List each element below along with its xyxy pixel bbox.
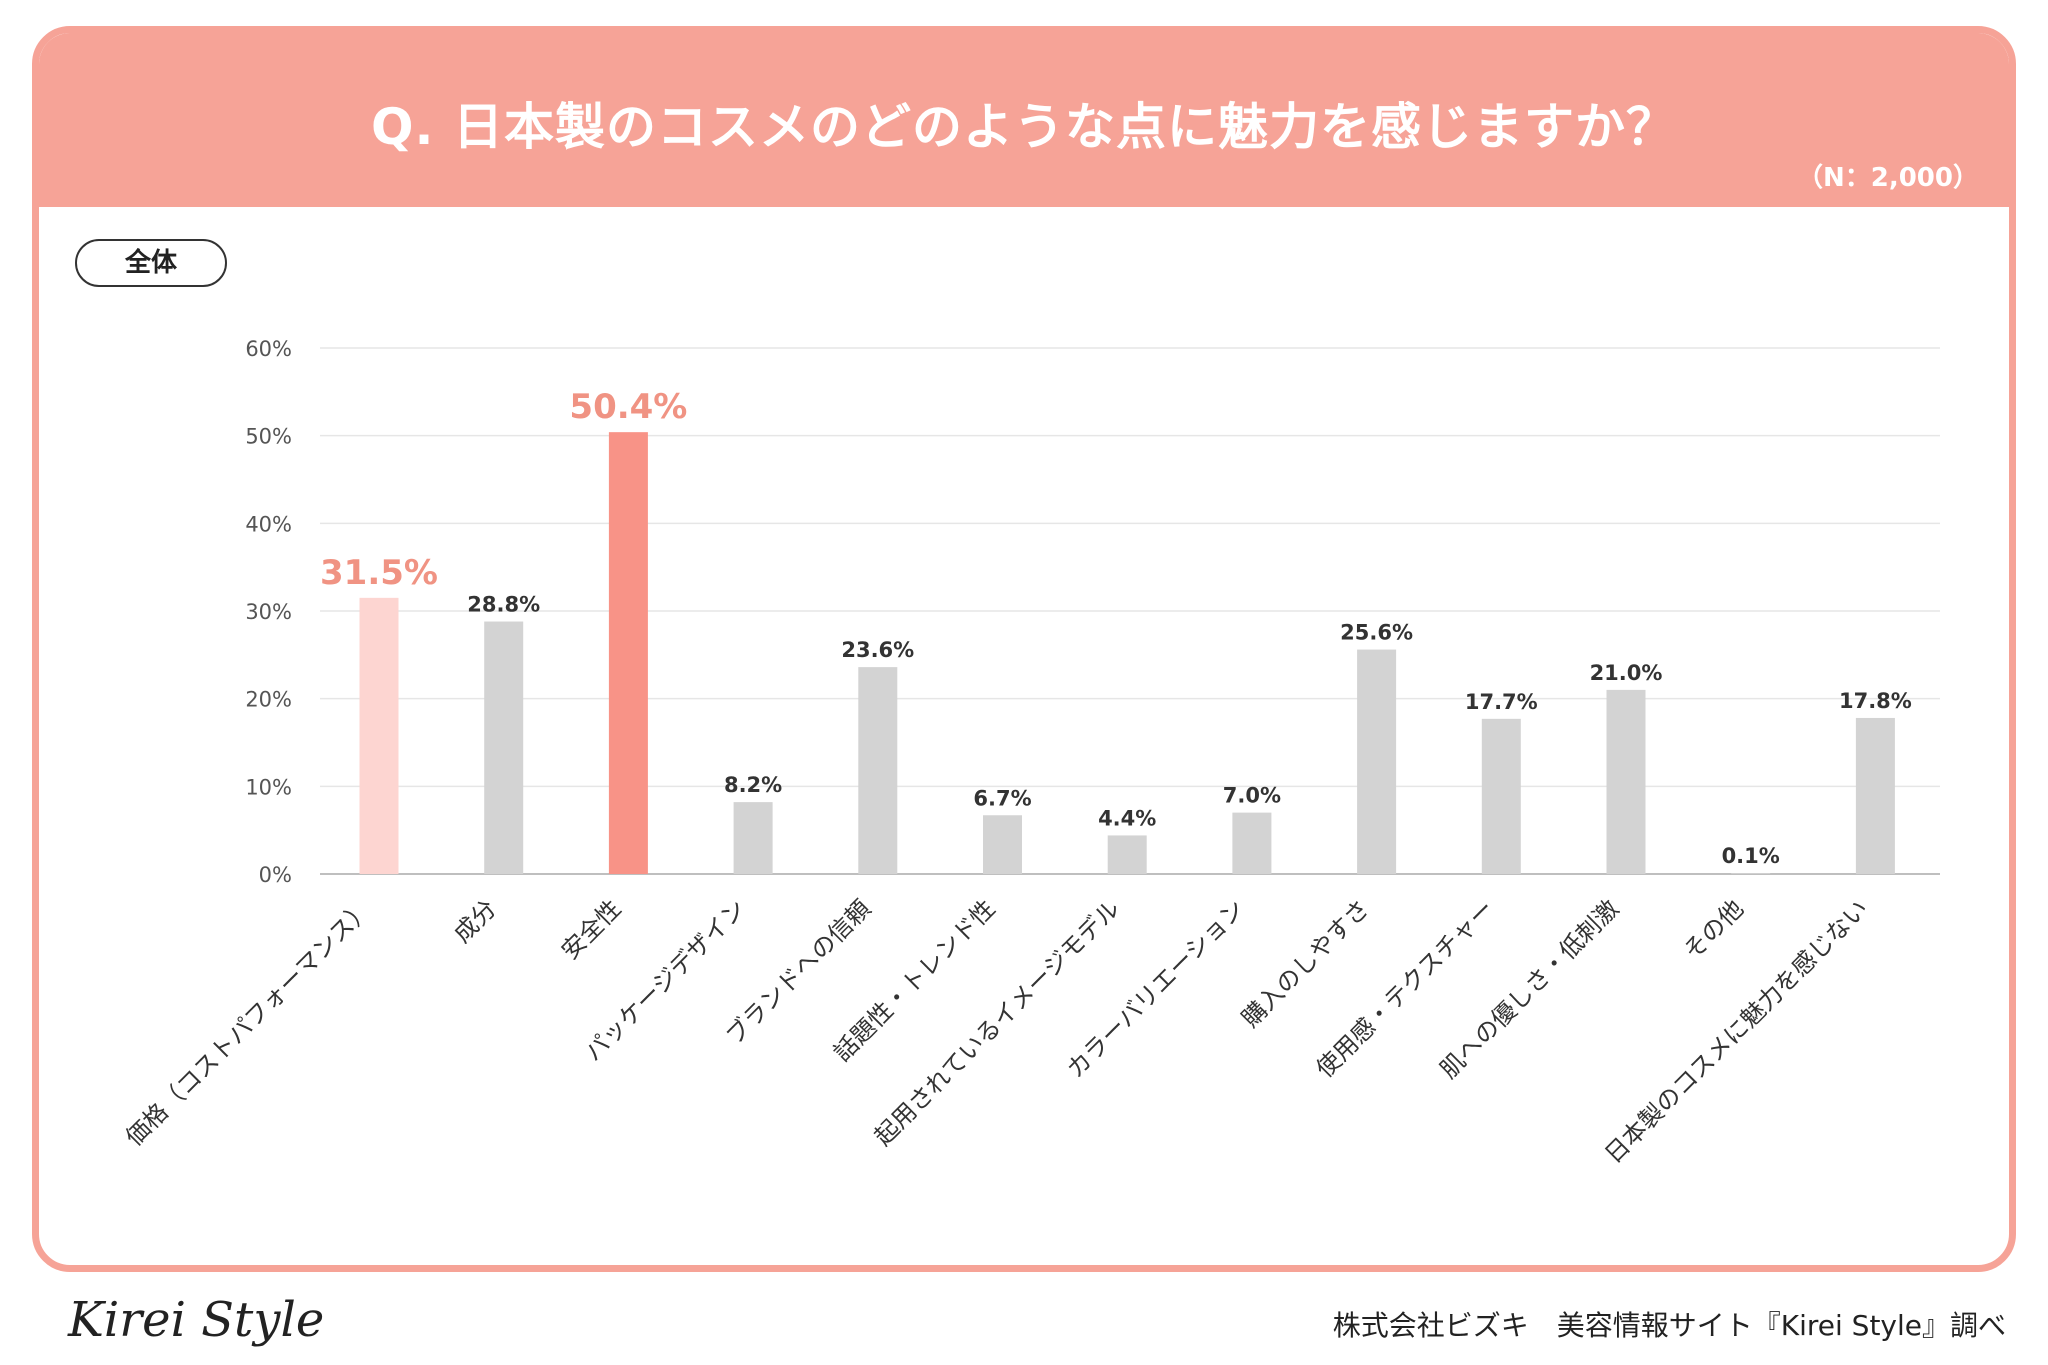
x-tick-label: 日本製のコスメに魅力を感じない [1599, 894, 1873, 1168]
data-label: 25.6% [1340, 621, 1413, 645]
segment-pill: 全体 [75, 239, 227, 287]
data-label: 17.7% [1465, 690, 1538, 714]
x-tick-label: 安全性 [556, 894, 627, 965]
data-label: 7.0% [1223, 784, 1281, 808]
bar [1232, 812, 1272, 874]
bar [983, 815, 1022, 874]
y-tick-label: 40% [245, 512, 292, 536]
data-label: 50.4% [569, 387, 687, 427]
bar [1731, 873, 1771, 874]
bar [1855, 717, 1895, 874]
bar [484, 621, 524, 874]
data-label: 4.4% [1098, 806, 1156, 830]
y-tick-label: 0% [259, 863, 292, 887]
x-tick-label: 成分 [448, 894, 502, 948]
data-label: 31.5% [320, 553, 438, 593]
source-credit: 株式会社ビズキ 美容情報サイト『Kirei Style』調べ [1332, 1309, 2006, 1342]
bar [858, 667, 898, 874]
bar [608, 432, 648, 874]
chart-title: Q. 日本製のコスメのどのような点に魅力を感じますか？ [371, 98, 1677, 156]
data-label: 17.8% [1839, 689, 1912, 713]
bar [359, 597, 399, 874]
bar [1107, 835, 1147, 874]
data-label: 28.8% [467, 593, 540, 617]
y-tick-label: 50% [245, 425, 292, 449]
x-tick-label: 起用されているイメージモデル [869, 894, 1126, 1151]
y-tick-label: 10% [245, 775, 292, 799]
data-label: 0.1% [1722, 844, 1780, 868]
data-label: 8.2% [724, 773, 782, 797]
brand-logo: Kirei Style [68, 1292, 325, 1348]
sample-size: （N：2,000） [1796, 163, 1979, 193]
bar [1606, 689, 1646, 874]
bar [733, 802, 773, 874]
data-label: 21.0% [1590, 661, 1663, 685]
data-label: 23.6% [841, 638, 914, 662]
x-tick-label: 購入のしやすさ [1236, 894, 1374, 1032]
x-tick-label: 価格（コストパフォーマンス） [120, 894, 377, 1151]
bar [1357, 649, 1397, 874]
y-tick-label: 60% [245, 337, 292, 361]
card-header: Q. 日本製のコスメのどのような点に魅力を感じますか？ （N：2,000） [39, 33, 2009, 207]
bar [1481, 718, 1521, 874]
y-tick-label: 30% [245, 600, 292, 624]
x-tick-label: その他 [1678, 894, 1749, 965]
data-label: 6.7% [973, 786, 1031, 810]
y-tick-label: 20% [245, 688, 292, 712]
